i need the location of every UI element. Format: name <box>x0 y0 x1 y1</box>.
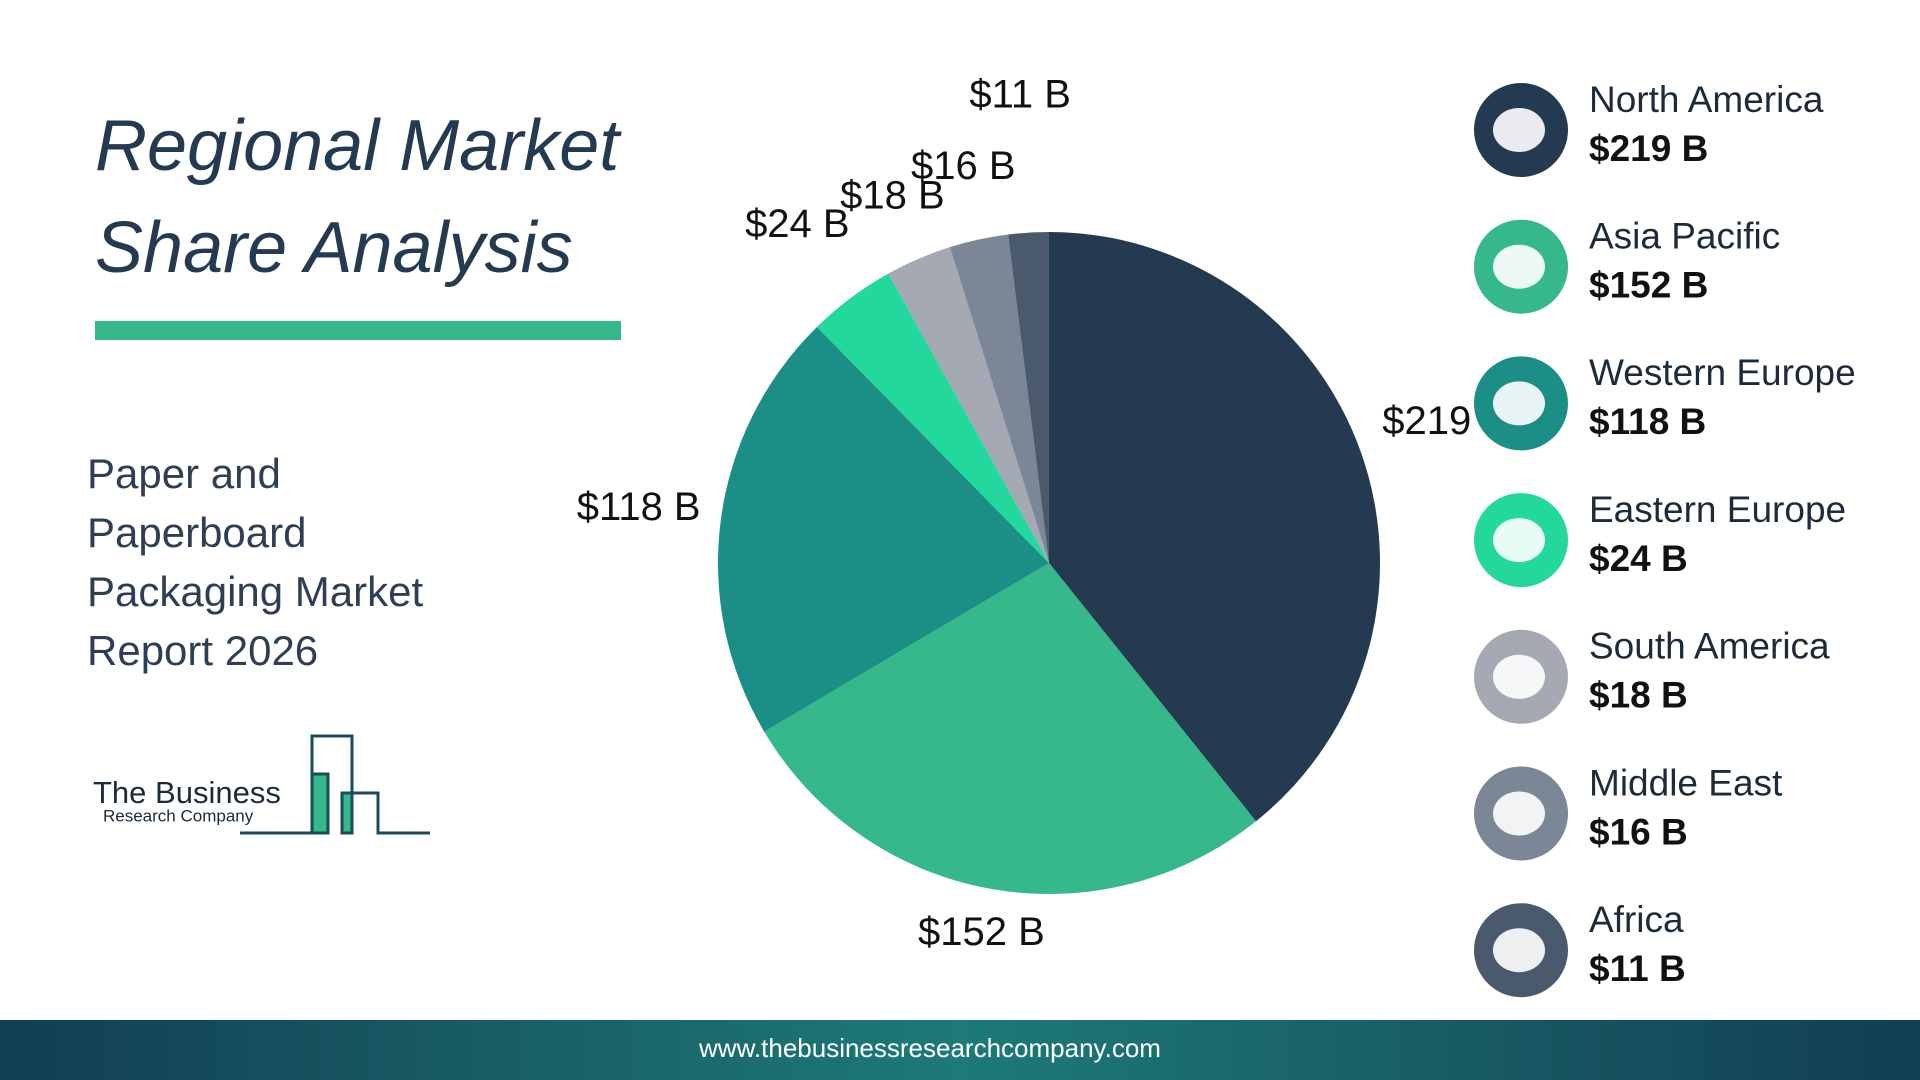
value-label: $18 B <box>840 174 945 218</box>
legend-value: $152 B <box>1589 264 1708 305</box>
logo-bar <box>310 772 330 835</box>
footer-bar <box>0 1020 1920 1080</box>
legend-name: Eastern Europe <box>1589 489 1846 530</box>
title: Regional Market Share Analysis <box>95 95 619 299</box>
value-label: $11 B <box>969 73 1071 117</box>
legend-name: South America <box>1589 626 1830 667</box>
value-label: $118 B <box>577 485 701 529</box>
legend-name: North America <box>1589 79 1824 120</box>
legend-icon-map <box>1493 791 1545 836</box>
accent-bar <box>95 321 621 340</box>
pie-slice <box>816 273 1049 563</box>
legend-name: Middle East <box>1589 762 1783 803</box>
title-line: Share Analysis <box>95 208 573 288</box>
value-label: $16 B <box>911 144 1016 188</box>
legend-name: Asia Pacific <box>1589 215 1780 256</box>
logo <box>240 734 430 835</box>
legend-value: $11 B <box>1589 948 1686 989</box>
pie-slice <box>949 234 1049 563</box>
pie-slice <box>764 563 1256 895</box>
legend-value: $16 B <box>1589 811 1688 852</box>
title-line: Regional Market <box>95 106 620 186</box>
legend-value: $24 B <box>1589 538 1688 579</box>
value-label: $152 B <box>918 910 1045 954</box>
pie-slice <box>1049 232 1380 822</box>
legend-icon-map <box>1493 518 1545 563</box>
legend-icon-map <box>1493 381 1545 426</box>
logo-tagline: Research Company <box>103 806 254 825</box>
pie-slice <box>1008 232 1049 563</box>
legend-value: $18 B <box>1589 675 1688 716</box>
legend-icon-map <box>1493 244 1545 289</box>
subtitle: Paper and Paperboard Packaging Market Re… <box>87 450 424 674</box>
pie: $219 B$152 B$118 B$24 B$18 B$16 B$11 B <box>577 73 1509 954</box>
pie-slice <box>888 247 1049 563</box>
logo-name: The Business <box>93 775 281 810</box>
pie-slice <box>717 326 1049 732</box>
legend-value: $118 B <box>1589 401 1706 442</box>
value-label: $24 B <box>745 202 850 246</box>
legend-icon-map <box>1493 654 1545 699</box>
legend-name: Western Europe <box>1589 352 1856 393</box>
legend-icon-map <box>1493 928 1545 973</box>
logo-bar <box>340 791 354 835</box>
legend: North America $219 B Asia Pacific $152 B Wes… <box>1474 79 1856 998</box>
legend-name: Africa <box>1589 899 1684 940</box>
legend-value: $219 B <box>1589 128 1708 169</box>
footer-url: www.thebusinessresearchcompany.com <box>698 1033 1161 1063</box>
legend-icon-map <box>1493 108 1545 152</box>
